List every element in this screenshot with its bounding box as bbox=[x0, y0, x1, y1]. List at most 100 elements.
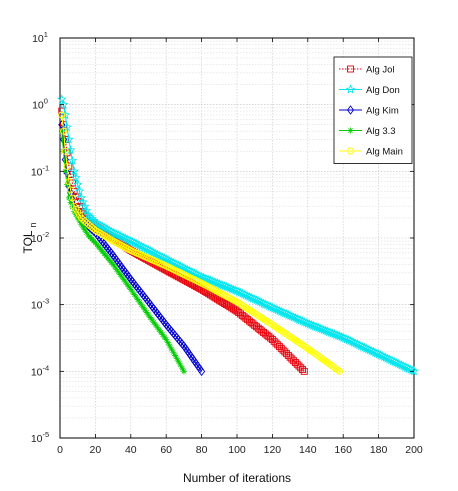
marker-alg-main bbox=[290, 335, 298, 343]
marker-alg-main bbox=[63, 163, 71, 170]
marker-alg-don bbox=[60, 109, 71, 120]
marker-alg-main bbox=[295, 339, 303, 347]
marker-alg-3-3 bbox=[129, 288, 136, 295]
marker-alg-main bbox=[254, 312, 262, 320]
marker-alg-3-3 bbox=[62, 168, 69, 175]
marker-alg-3-3 bbox=[152, 321, 159, 328]
marker-alg-don bbox=[79, 201, 90, 211]
legend-label: Alg 3.3 bbox=[366, 126, 396, 137]
marker-alg-main bbox=[302, 343, 310, 351]
marker-alg-main bbox=[68, 194, 76, 202]
marker-alg-jol bbox=[297, 364, 305, 372]
x-tick-label: 20 bbox=[90, 444, 102, 456]
marker-alg-main bbox=[65, 178, 73, 186]
y-tick-label: 10-3 bbox=[31, 297, 49, 312]
marker-alg-jol bbox=[291, 359, 299, 366]
marker-alg-jol bbox=[231, 306, 239, 314]
marker-alg-main bbox=[263, 317, 271, 325]
marker-alg-kim bbox=[198, 366, 206, 377]
marker-alg-3-3 bbox=[117, 271, 124, 278]
marker-alg-jol bbox=[268, 336, 276, 343]
marker-alg-jol bbox=[295, 362, 303, 370]
marker-alg-main bbox=[276, 326, 283, 333]
marker-alg-main bbox=[91, 226, 99, 234]
legend-label: Alg Jol bbox=[366, 65, 395, 76]
x-tick-label: 0 bbox=[57, 444, 63, 456]
marker-alg-main bbox=[97, 230, 105, 238]
marker-alg-3-3 bbox=[60, 148, 67, 155]
legend-marker bbox=[346, 105, 355, 115]
y-axis-title: TOL n bbox=[21, 222, 38, 253]
marker-alg-3-3 bbox=[140, 304, 147, 311]
marker-alg-main bbox=[293, 337, 301, 345]
marker-alg-don bbox=[87, 213, 97, 223]
marker-alg-don bbox=[83, 210, 94, 220]
marker-alg-3-3 bbox=[179, 365, 186, 372]
marker-alg-main bbox=[107, 236, 115, 244]
x-axis-title: Number of iterations bbox=[183, 471, 291, 485]
marker-alg-main bbox=[104, 234, 112, 242]
marker-alg-main bbox=[93, 228, 101, 235]
marker-alg-3-3 bbox=[157, 329, 164, 336]
marker-alg-main bbox=[235, 299, 243, 307]
series-line-alg-main bbox=[61, 114, 340, 372]
legend-entry-alg-kim: Alg Kim bbox=[339, 105, 399, 117]
marker-alg-main bbox=[300, 342, 308, 350]
marker-alg-3-3 bbox=[175, 358, 182, 365]
legend-marker bbox=[347, 147, 354, 155]
legend-marker bbox=[347, 65, 354, 73]
marker-alg-jol bbox=[288, 355, 296, 363]
marker-alg-kim bbox=[67, 188, 75, 198]
legend-entry-alg-main: Alg Main bbox=[339, 147, 403, 158]
marker-alg-main bbox=[249, 308, 257, 316]
marker-alg-3-3 bbox=[149, 316, 156, 323]
series-alg-3-3 bbox=[58, 128, 187, 375]
marker-alg-main bbox=[267, 320, 275, 328]
legend-marker bbox=[345, 84, 356, 94]
marker-alg-main bbox=[274, 324, 282, 332]
y-tick-label: 10-4 bbox=[31, 363, 49, 378]
x-tick-label: 40 bbox=[125, 444, 137, 456]
marker-alg-main bbox=[58, 111, 66, 119]
marker-alg-main bbox=[242, 304, 250, 312]
marker-alg-jol bbox=[300, 367, 308, 375]
y-axis-title-sub: n bbox=[28, 222, 38, 227]
marker-alg-main bbox=[237, 300, 244, 308]
marker-alg-main bbox=[253, 311, 260, 318]
marker-alg-main bbox=[336, 367, 344, 375]
marker-alg-don bbox=[69, 166, 79, 176]
marker-alg-main bbox=[245, 306, 253, 314]
x-tick-label: 160 bbox=[334, 444, 352, 456]
x-tick-label: 100 bbox=[228, 444, 246, 456]
marker-alg-3-3 bbox=[81, 226, 88, 233]
legend: Alg Jol Alg Don Alg Kim Alg 3.3 Alg Main bbox=[333, 56, 413, 164]
x-tick-label: 140 bbox=[299, 444, 317, 456]
marker-alg-3-3 bbox=[170, 349, 177, 356]
x-tick-label: 60 bbox=[160, 444, 172, 456]
marker-alg-main bbox=[281, 329, 289, 337]
marker-alg-3-3 bbox=[69, 203, 76, 210]
marker-alg-jol bbox=[293, 360, 301, 368]
legend-entry-alg-don: Alg Don bbox=[339, 84, 400, 96]
marker-alg-3-3 bbox=[163, 336, 170, 343]
marker-alg-main bbox=[233, 298, 241, 306]
marker-alg-3-3 bbox=[131, 291, 138, 298]
marker-alg-don bbox=[72, 179, 83, 189]
marker-alg-main bbox=[247, 307, 255, 315]
marker-alg-3-3 bbox=[124, 281, 131, 288]
x-tick-label: 80 bbox=[196, 444, 208, 456]
x-tick-label: 180 bbox=[370, 444, 388, 456]
marker-alg-main bbox=[272, 323, 280, 331]
marker-alg-main bbox=[258, 314, 266, 322]
marker-alg-3-3 bbox=[133, 294, 140, 301]
marker-alg-3-3 bbox=[161, 334, 168, 341]
marker-alg-3-3 bbox=[136, 299, 143, 306]
marker-alg-3-3 bbox=[177, 361, 184, 368]
marker-alg-3-3 bbox=[78, 221, 85, 228]
marker-alg-jol bbox=[281, 348, 289, 356]
marker-alg-don bbox=[58, 99, 69, 109]
marker-alg-main bbox=[291, 336, 299, 344]
x-tick-label: 120 bbox=[264, 444, 282, 456]
marker-alg-3-3 bbox=[110, 261, 117, 268]
